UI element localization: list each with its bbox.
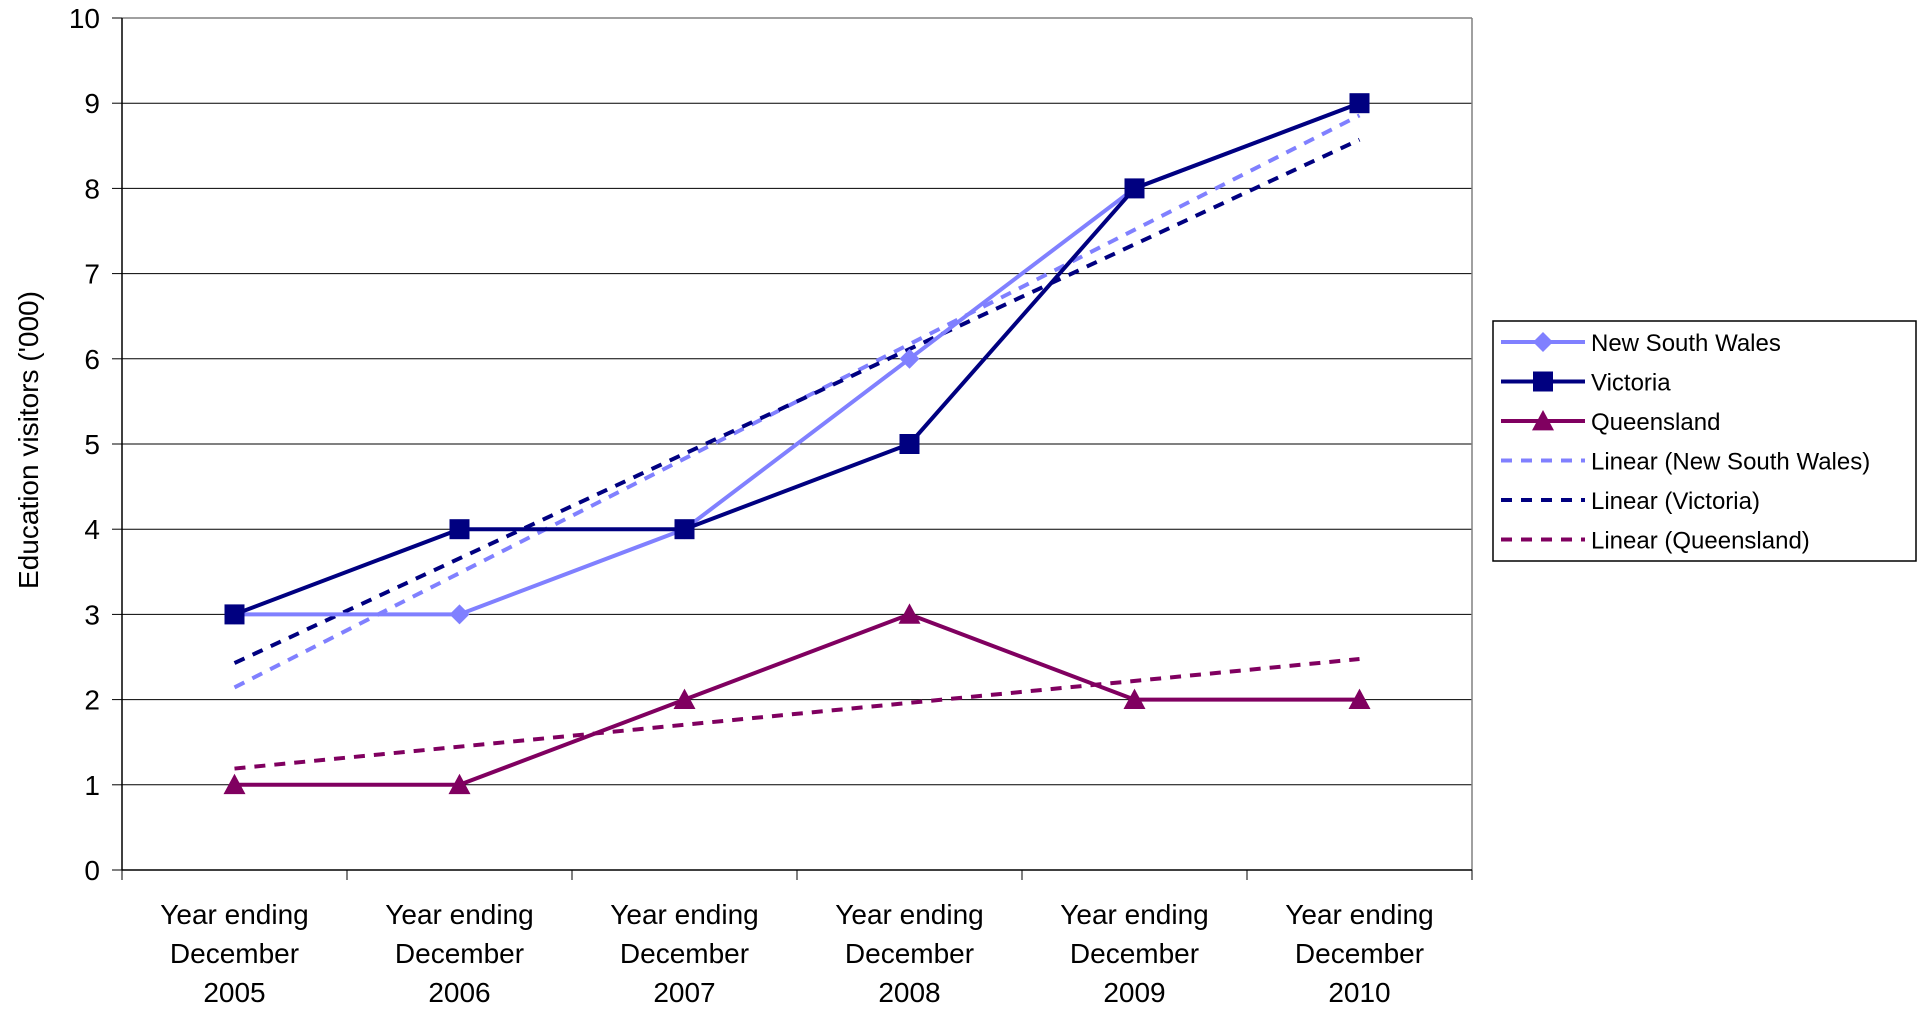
x-tick-label-line: Year ending: [835, 899, 983, 930]
data-point-queensland: [1348, 688, 1371, 709]
legend: New South Wales Victoria Queensland Linear …: [1492, 320, 1917, 562]
y-tick-label: 8: [84, 173, 100, 204]
x-tick-labels: Year ending December 2005 Year ending Decemb…: [160, 899, 1433, 1008]
series-line-queensland: [234, 612, 1360, 787]
legend-label: Victoria: [1591, 370, 1671, 397]
x-tick-label: Year ending December 2009: [1060, 899, 1208, 1008]
y-tick-label: 7: [84, 259, 100, 290]
x-tick-label-line: December: [1070, 938, 1199, 969]
legend-label: Linear (Queensland): [1591, 528, 1810, 555]
trendline-queensland: [234, 657, 1360, 771]
x-tick-label: Year ending December 2008: [835, 899, 983, 1008]
y-tick-labels: 0 1 2 3 4 5 6 7 8 9 10: [69, 3, 100, 886]
y-tick-label: 0: [84, 855, 100, 886]
legend-label: New South Wales: [1591, 330, 1781, 357]
y-tick-label: 9: [84, 88, 100, 119]
trendlines: [233, 113, 1361, 771]
x-tick-label-line: December: [1295, 938, 1424, 969]
x-tick-label-line: 2005: [203, 977, 265, 1008]
y-tick-label: 1: [84, 770, 100, 801]
x-tick-label-line: 2006: [428, 977, 490, 1008]
y-tick-label: 2: [84, 685, 100, 716]
x-tick-label-line: 2008: [878, 977, 940, 1008]
y-tick-label: 10: [69, 3, 100, 34]
x-tick-label: Year ending December 2005: [160, 899, 308, 1008]
series-lines: [233, 101, 1361, 787]
legend-label: Queensland: [1591, 409, 1720, 436]
data-point-victoria: [224, 604, 245, 625]
legend-swatch-marker: [1533, 371, 1553, 392]
x-tick-label: Year ending December 2010: [1285, 899, 1433, 1008]
data-point-victoria: [674, 519, 695, 540]
x-tick-label-line: December: [395, 938, 524, 969]
x-tick-label-line: December: [620, 938, 749, 969]
x-tick-label: Year ending December 2007: [610, 899, 758, 1008]
series-line-victoria: [233, 101, 1361, 617]
trendline-new-south-wales: [233, 113, 1361, 690]
data-point-victoria: [1349, 93, 1370, 114]
x-tick-label-line: Year ending: [610, 899, 758, 930]
legend-swatch-marker: [1533, 332, 1553, 352]
x-tick-label-line: Year ending: [1285, 899, 1433, 930]
x-tick-label-line: December: [845, 938, 974, 969]
data-point-queensland: [673, 688, 696, 709]
legend-box: [1492, 320, 1917, 562]
y-tick-label: 6: [84, 344, 100, 375]
legend-label: Linear (Victoria): [1591, 488, 1760, 515]
trendline-victoria: [233, 137, 1361, 665]
x-tick-label-line: Year ending: [160, 899, 308, 930]
data-point-victoria: [1124, 178, 1145, 199]
data-point-queensland: [223, 773, 246, 795]
data-point-victoria: [899, 434, 920, 454]
series-markers: [223, 93, 1371, 795]
data-point-victoria: [449, 519, 470, 540]
x-tick-label-line: 2007: [653, 977, 715, 1008]
y-tick-label: 4: [84, 514, 100, 545]
data-point-new-south-wales: [899, 348, 920, 369]
x-tick-label-line: December: [170, 938, 299, 969]
y-tick-label: 3: [84, 599, 100, 630]
data-point-queensland: [898, 603, 921, 624]
data-point-queensland: [1123, 688, 1146, 709]
x-tick-label-line: 2010: [1328, 977, 1390, 1008]
legend-swatch-marker: [1532, 410, 1554, 431]
x-tick-label-line: Year ending: [1060, 899, 1208, 930]
x-tick-label: Year ending December 2006: [385, 899, 533, 1008]
legend-label: Linear (New South Wales): [1591, 449, 1870, 476]
x-tick-label-line: Year ending: [385, 899, 533, 930]
y-tick-label: 5: [84, 429, 100, 460]
data-point-new-south-wales: [449, 604, 470, 625]
data-point-queensland: [448, 773, 471, 795]
axes: [112, 17, 1473, 880]
x-tick-label-line: 2009: [1103, 977, 1165, 1008]
y-axis-title: Education visitors ('000): [13, 291, 44, 589]
